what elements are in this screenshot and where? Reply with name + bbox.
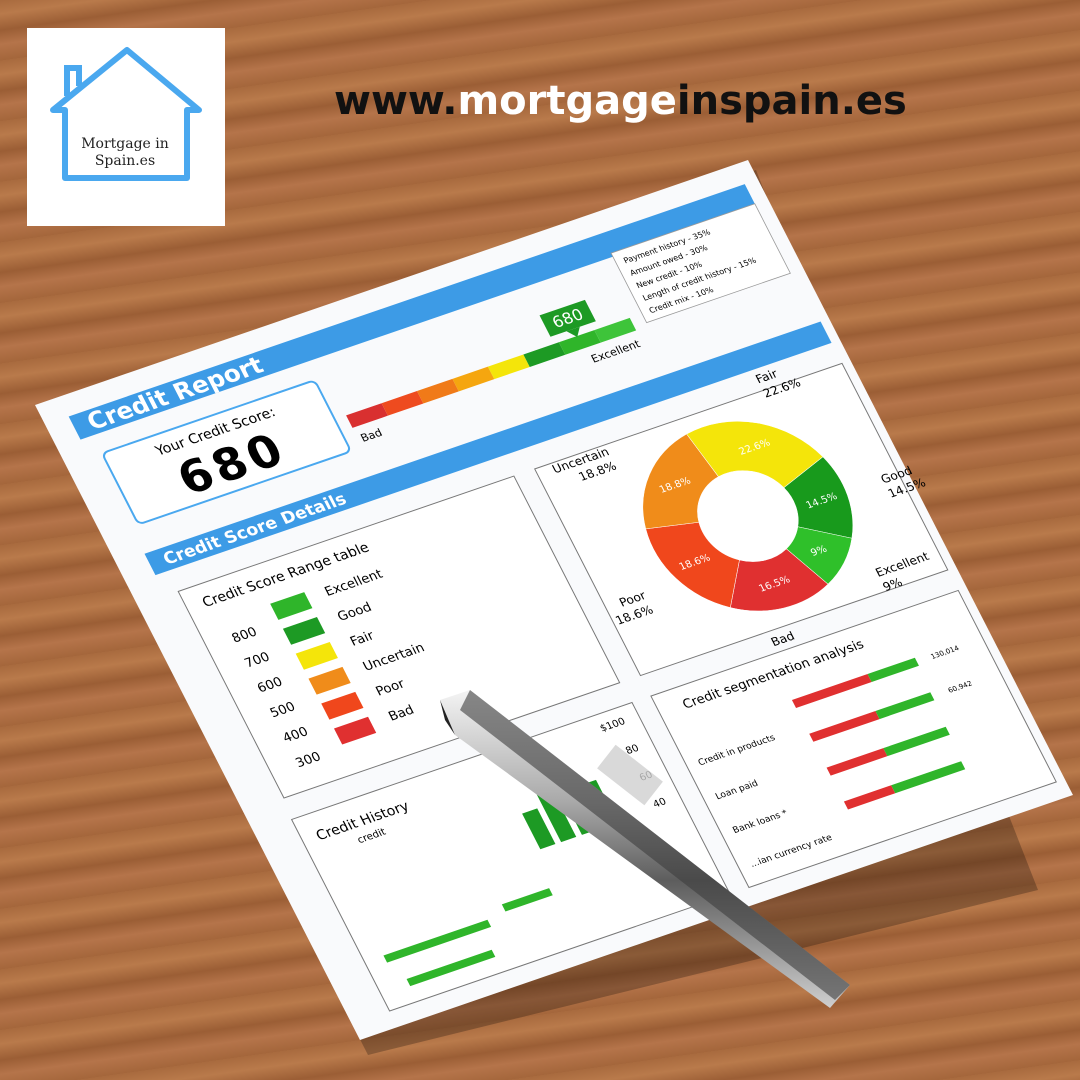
gauge-segment xyxy=(381,391,424,416)
donut-slice xyxy=(642,433,719,530)
range-swatch xyxy=(270,592,313,620)
gauge-segment xyxy=(558,330,601,355)
logo-text: Spain.es xyxy=(95,153,155,169)
seg-bar-green xyxy=(875,692,935,720)
url-part: mortgage xyxy=(457,78,677,124)
gauge-segment xyxy=(417,378,459,404)
logo: Mortgage in Spain.es xyxy=(27,28,225,226)
range-swatch xyxy=(295,641,338,670)
history-strip xyxy=(501,888,553,912)
range-swatch xyxy=(282,617,326,645)
range-swatch xyxy=(321,691,364,720)
seg-bar-green xyxy=(867,657,919,682)
history-axis-label: 40 xyxy=(651,796,668,810)
history-strip xyxy=(406,949,496,987)
history-axis-label: 80 xyxy=(624,743,641,757)
gauge-segment xyxy=(452,366,495,392)
range-swatch xyxy=(308,666,351,695)
range-swatch xyxy=(333,716,377,745)
seg-bar-red xyxy=(826,748,888,776)
seg-bar-red xyxy=(791,673,872,708)
url-part: www. xyxy=(334,78,458,124)
seg-bar-red xyxy=(843,785,896,810)
donut-slice xyxy=(686,421,824,489)
slice-value: 9% xyxy=(809,544,829,559)
pen xyxy=(440,690,850,1008)
seg-bar-green xyxy=(883,726,950,757)
seg-bar-red xyxy=(809,711,880,742)
gauge-segment xyxy=(346,403,388,428)
gauge-pointer xyxy=(566,326,580,338)
url-part: inspain.es xyxy=(676,78,907,124)
gauge-segment xyxy=(523,342,566,367)
logo-text: Mortgage in xyxy=(81,136,169,152)
gauge-segment xyxy=(594,317,637,343)
range-level: Fair xyxy=(348,629,377,650)
logo-icon: Mortgage in Spain.es xyxy=(50,47,202,181)
gauge-segment xyxy=(487,354,530,380)
report-paper: Credit Report Your Credit Score: 680 Bad… xyxy=(35,160,1073,1040)
slice-name: Fair xyxy=(753,367,780,386)
history-bar xyxy=(536,787,577,843)
slice-percent: 9% xyxy=(880,575,904,594)
website: www.mortgageinspain.es xyxy=(334,78,907,124)
gauge-marker xyxy=(539,299,596,337)
seg-bar-green xyxy=(891,761,966,794)
history-strip xyxy=(383,919,492,963)
history-bar xyxy=(522,808,556,850)
